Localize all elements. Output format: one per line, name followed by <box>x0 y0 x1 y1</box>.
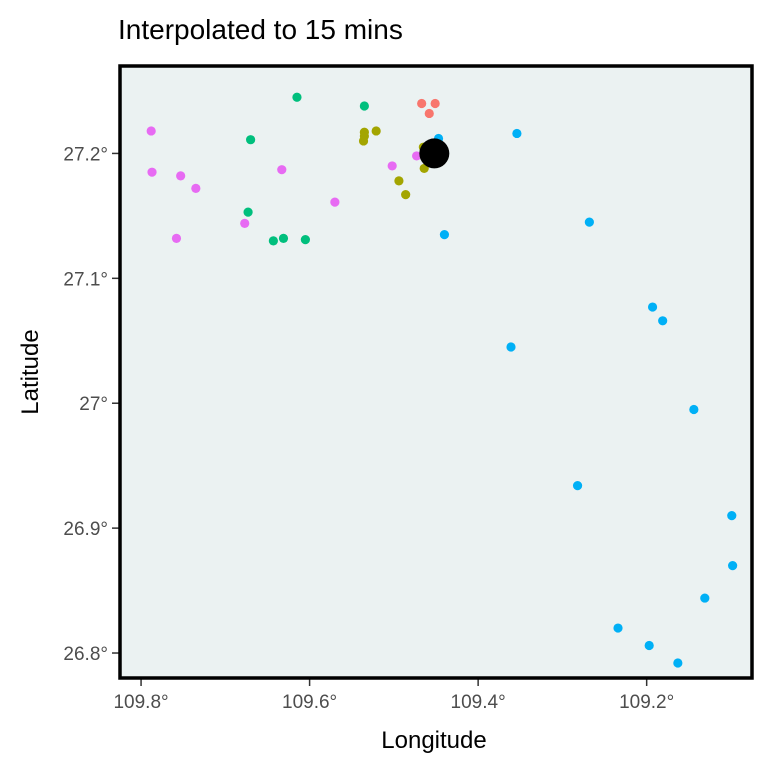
data-point <box>506 342 516 352</box>
data-point <box>727 511 737 521</box>
data-point <box>268 236 278 246</box>
data-point <box>572 481 583 491</box>
x-axis: 109.8° 109.6° 109.4° 109.2° <box>113 679 674 713</box>
data-point <box>439 230 450 240</box>
data-point <box>401 190 411 200</box>
data-point <box>359 127 369 137</box>
data-point <box>146 126 156 136</box>
data-point <box>417 98 427 109</box>
data-point <box>278 233 289 243</box>
data-point <box>658 316 668 326</box>
data-point <box>300 235 310 245</box>
data-point <box>584 217 594 227</box>
data-point <box>728 560 738 571</box>
data-point <box>647 302 658 312</box>
x-tick-label: 109.4° <box>451 692 506 713</box>
data-point <box>171 233 182 243</box>
y-tick-label: 27.1° <box>63 269 108 290</box>
plot-border <box>118 64 754 680</box>
x-tick-label: 109.2° <box>619 692 674 713</box>
data-point <box>191 183 201 193</box>
x-axis-title: Longitude <box>381 727 486 754</box>
data-point <box>246 135 256 145</box>
x-tick-label: 109.6° <box>282 692 337 713</box>
y-tick-label: 27° <box>79 394 108 415</box>
y-axis-title: Latitude <box>17 329 44 414</box>
data-point <box>176 171 186 181</box>
data-point <box>292 92 302 102</box>
data-point <box>394 176 404 186</box>
y-tick-label: 27.2° <box>63 144 108 165</box>
data-point <box>424 108 434 119</box>
y-axis: 26.8° 26.9° 27° 27.1° 27.2° <box>63 144 119 665</box>
chart-title: Interpolated to 15 mins <box>118 14 403 45</box>
data-point <box>243 207 253 217</box>
highlight-point <box>419 138 450 169</box>
data-point <box>330 197 340 207</box>
data-point <box>673 658 683 668</box>
y-tick-label: 26.9° <box>63 519 108 540</box>
data-point <box>613 623 623 633</box>
data-point <box>689 404 699 415</box>
x-tick-label: 109.8° <box>113 692 168 713</box>
data-point <box>359 101 369 111</box>
data-point <box>644 640 654 651</box>
data-point <box>700 593 710 603</box>
data-point <box>277 165 287 175</box>
data-point <box>387 161 397 171</box>
y-tick-label: 26.8° <box>63 644 108 665</box>
data-point <box>430 98 440 109</box>
data-point <box>147 167 157 177</box>
data-point <box>412 151 422 161</box>
data-point <box>371 126 381 136</box>
data-point <box>240 218 250 228</box>
data-point <box>512 128 522 139</box>
